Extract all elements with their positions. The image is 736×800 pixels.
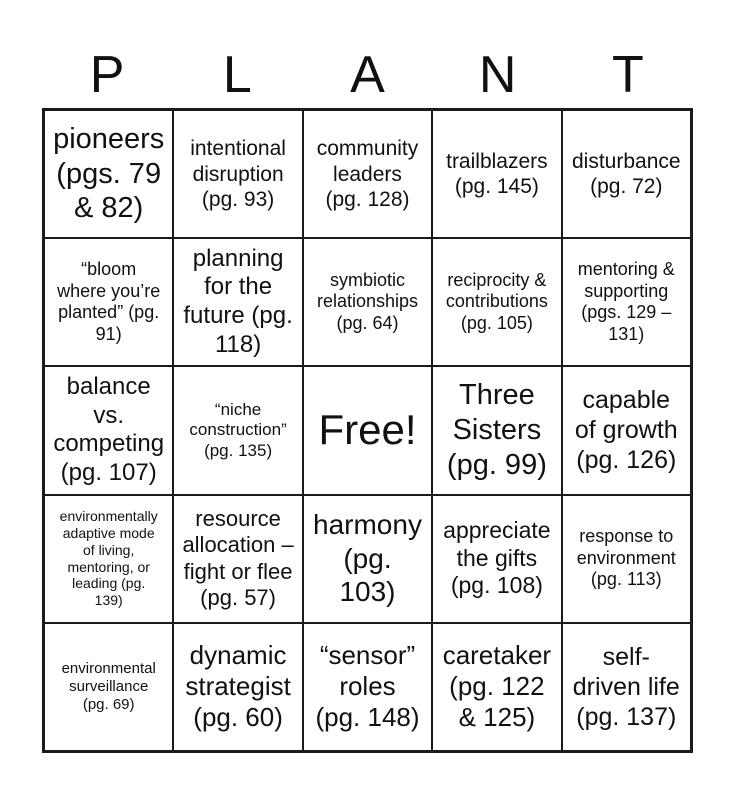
bingo-cell[interactable]: intentional disruption (pg. 93) <box>173 110 303 239</box>
bingo-cell[interactable]: appreciate the gifts (pg. 108) <box>432 494 562 623</box>
bingo-cell[interactable]: environmental surveillance (pg. 69) <box>44 622 174 751</box>
bingo-cell[interactable]: self- driven life (pg. 137) <box>561 622 691 751</box>
bingo-cell[interactable]: dynamic strategist (pg. 60) <box>173 622 303 751</box>
title-letter-l: L <box>222 46 252 104</box>
bingo-cell[interactable]: environmentally adaptive mode of living,… <box>44 494 174 623</box>
title-letter-a: A <box>350 46 385 104</box>
bingo-cell[interactable]: mentoring & supporting (pgs. 129 – 131) <box>561 238 691 367</box>
bingo-cell[interactable]: Three Sisters (pg. 99) <box>432 366 562 495</box>
bingo-cell[interactable]: disturbance (pg. 72) <box>561 110 691 239</box>
bingo-cell[interactable]: “niche construction” (pg. 135) <box>173 366 303 495</box>
bingo-cell[interactable]: planning for the future (pg. 118) <box>173 238 303 367</box>
bingo-cell[interactable]: pioneers (pgs. 79 & 82) <box>44 110 174 239</box>
bingo-cell[interactable]: response to environment (pg. 113) <box>561 494 691 623</box>
bingo-cell[interactable]: capable of growth (pg. 126) <box>561 366 691 495</box>
bingo-cell[interactable]: resource allocation – fight or flee (pg.… <box>173 494 303 623</box>
title-letter-p: P <box>89 46 125 104</box>
card-title: P L A N T <box>42 49 693 101</box>
bingo-cell[interactable]: reciprocity & contributions (pg. 105) <box>432 238 562 367</box>
bingo-grid: pioneers (pgs. 79 & 82) intentional disr… <box>42 108 693 753</box>
bingo-cell[interactable]: balance vs. competing (pg. 107) <box>44 366 174 495</box>
title-letter-n: N <box>478 46 517 104</box>
bingo-cell[interactable]: harmony (pg. 103) <box>302 494 433 623</box>
bingo-cell[interactable]: trailblazers (pg. 145) <box>432 110 562 239</box>
bingo-cell[interactable]: “sensor” roles (pg. 148) <box>302 622 433 751</box>
title-letter-t: T <box>612 46 644 104</box>
bingo-cell[interactable]: community leaders (pg. 128) <box>302 110 433 239</box>
bingo-cell[interactable]: caretaker (pg. 122 & 125) <box>432 622 562 751</box>
bingo-cell[interactable]: “bloom where you’re planted” (pg. 91) <box>44 238 174 367</box>
bingo-cell-free[interactable]: Free! <box>302 366 433 495</box>
bingo-cell[interactable]: symbiotic relationships (pg. 64) <box>302 238 433 367</box>
